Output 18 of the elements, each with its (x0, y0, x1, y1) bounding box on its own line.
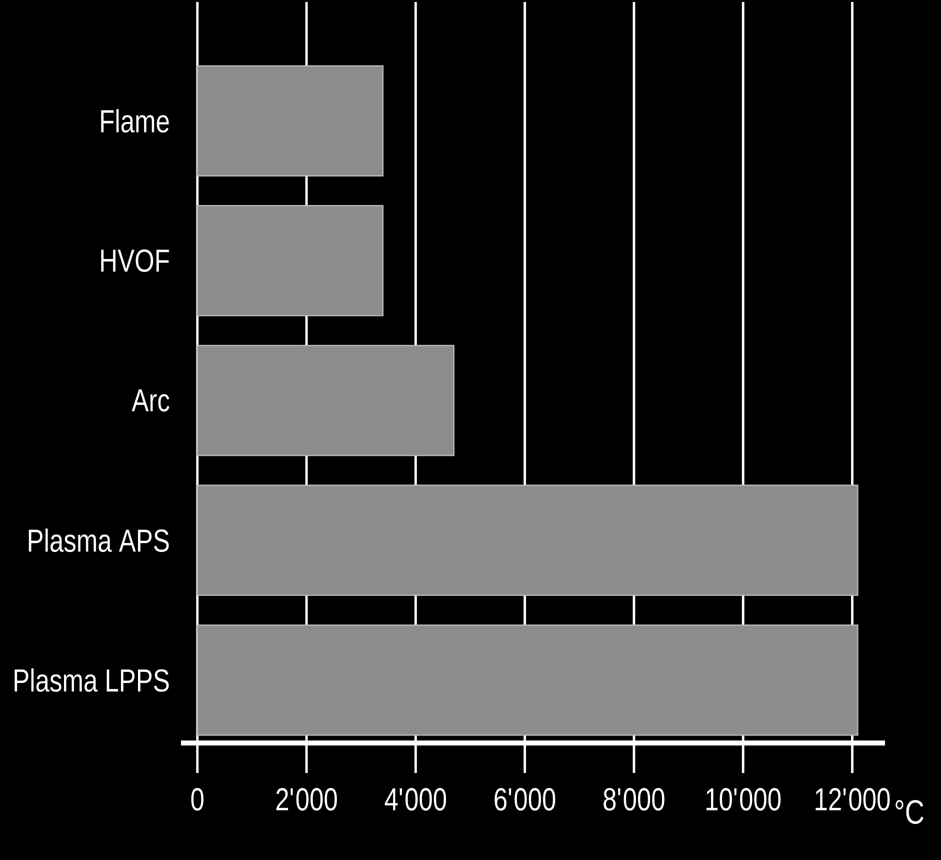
bar (196, 484, 858, 596)
x-tick-label: 8'000 (604, 788, 664, 811)
x-tick-label: 2'000 (276, 788, 337, 811)
y-tick-label: Arc (132, 389, 170, 412)
x-tick-label: 12'000 (816, 788, 890, 811)
bar (196, 624, 858, 736)
x-tick-label: 0 (191, 788, 204, 811)
y-tick-label: Flame (101, 109, 169, 133)
y-tick-label: Plasma LPPS (14, 668, 169, 692)
bar (196, 205, 384, 316)
x-tick-label: 6'000 (494, 788, 556, 811)
x-tick-label: 4'000 (384, 788, 446, 811)
bar (196, 65, 384, 176)
y-tick-label: Plasma APS (28, 528, 169, 552)
y-tick-label: HVOF (101, 249, 169, 272)
bar (196, 344, 454, 456)
x-tick-label: 10'000 (706, 788, 781, 811)
x-axis-title: °C (896, 800, 924, 824)
